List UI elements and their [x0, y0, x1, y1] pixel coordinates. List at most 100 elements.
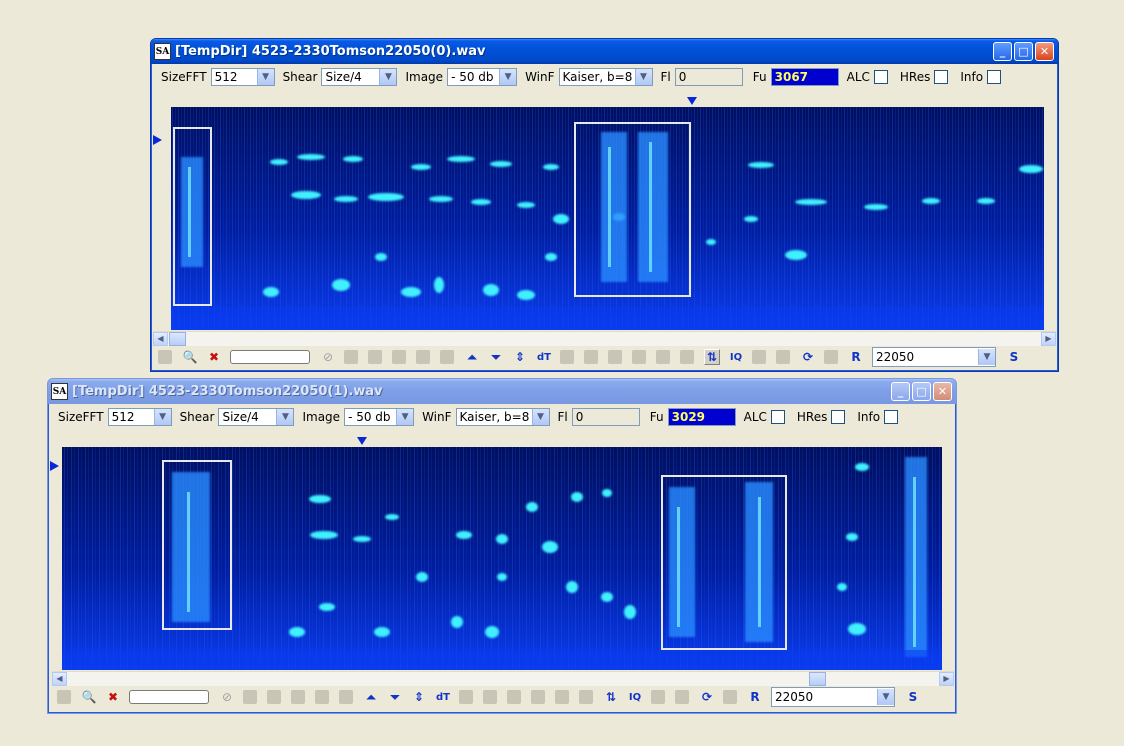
play-icon[interactable]	[243, 690, 257, 704]
tool6-icon[interactable]	[579, 690, 593, 704]
rotate-icon[interactable]: ⟳	[699, 689, 715, 705]
horizontal-scrollbar[interactable]: ◀ ▶	[52, 671, 954, 686]
tool4-icon[interactable]	[632, 350, 646, 364]
info-checkbox[interactable]	[884, 410, 898, 424]
shear-select[interactable]: Size/4 ▼	[321, 68, 397, 86]
close-button[interactable]: ✕	[1035, 42, 1054, 61]
sample-rate-select[interactable]: 22050 ▼	[872, 347, 996, 367]
mark-icon[interactable]	[392, 350, 406, 364]
no-entry-icon[interactable]: ⊘	[219, 689, 235, 705]
fit-down-icon[interactable]: ⏷	[387, 689, 403, 705]
tool8-icon[interactable]	[675, 690, 689, 704]
open-icon[interactable]	[57, 690, 71, 704]
tool3-icon[interactable]	[507, 690, 521, 704]
minimize-button[interactable]: _	[891, 382, 910, 401]
title-bar[interactable]: SA [TempDir] 4523-2330Tomson22050(1).wav…	[48, 379, 956, 404]
frequency-cursor-marker[interactable]	[153, 135, 162, 145]
app-logo-icon[interactable]: SA	[154, 43, 171, 60]
scroll-left-icon[interactable]: ◀	[153, 332, 168, 346]
dt-button[interactable]: dT	[536, 349, 552, 365]
mark2-icon[interactable]	[315, 690, 329, 704]
tool7-icon[interactable]	[752, 350, 766, 364]
hres-checkbox[interactable]	[934, 70, 948, 84]
maximize-button[interactable]: □	[912, 382, 931, 401]
chevron-down-icon[interactable]: ▼	[379, 69, 396, 85]
app-logo-icon[interactable]: SA	[51, 383, 68, 400]
copy-icon[interactable]	[723, 690, 737, 704]
time-cursor-marker[interactable]	[357, 437, 367, 445]
fit-down-icon[interactable]: ⏷	[488, 349, 504, 365]
fu-field[interactable]: 3067	[771, 68, 839, 86]
stop-icon[interactable]	[368, 350, 382, 364]
rotate-icon[interactable]: ⟳	[800, 349, 816, 365]
play-icon[interactable]	[344, 350, 358, 364]
s-button[interactable]: S	[1006, 349, 1022, 365]
alc-checkbox[interactable]	[874, 70, 888, 84]
r-button[interactable]: R	[848, 349, 864, 365]
tool7-icon[interactable]	[651, 690, 665, 704]
chevron-down-icon[interactable]: ▼	[635, 69, 652, 85]
chevron-down-icon[interactable]: ▼	[499, 69, 516, 85]
title-bar[interactable]: SA [TempDir] 4523-2330Tomson22050(0).wav…	[151, 39, 1058, 64]
zoom-icon[interactable]: 🔍	[182, 349, 198, 365]
mute-icon[interactable]: ✖	[105, 689, 121, 705]
no-entry-icon[interactable]: ⊘	[320, 349, 336, 365]
iq-button[interactable]: IQ	[728, 349, 744, 365]
sizefft-select[interactable]: 512 ▼	[211, 68, 275, 86]
tool1-icon[interactable]	[560, 350, 574, 364]
tool6-icon[interactable]	[680, 350, 694, 364]
chevron-down-icon[interactable]: ▼	[257, 69, 274, 85]
alc-checkbox[interactable]	[771, 410, 785, 424]
image-db-select[interactable]: - 50 db ▼	[344, 408, 414, 426]
fit-both-icon[interactable]: ⇕	[411, 689, 427, 705]
mark3-icon[interactable]	[339, 690, 353, 704]
window-function-select[interactable]: Kaiser, b=8 ▼	[456, 408, 550, 426]
mark3-icon[interactable]	[440, 350, 454, 364]
frequency-cursor-marker[interactable]	[50, 461, 59, 471]
tool3-icon[interactable]	[608, 350, 622, 364]
s-button[interactable]: S	[905, 689, 921, 705]
open-icon[interactable]	[158, 350, 172, 364]
chevron-down-icon[interactable]: ▼	[978, 349, 995, 365]
close-button[interactable]: ✕	[933, 382, 952, 401]
mute-icon[interactable]: ✖	[206, 349, 222, 365]
scroll-thumb[interactable]	[809, 672, 826, 686]
iq-button[interactable]: IQ	[627, 689, 643, 705]
scroll-right-icon[interactable]: ▶	[1041, 332, 1056, 346]
sizefft-select[interactable]: 512 ▼	[108, 408, 172, 426]
scroll-thumb[interactable]	[169, 332, 186, 346]
fit-up-icon[interactable]: ⏶	[363, 689, 379, 705]
chevron-down-icon[interactable]: ▼	[396, 409, 413, 425]
chevron-down-icon[interactable]: ▼	[877, 689, 894, 705]
scroll-right-icon[interactable]: ▶	[939, 672, 954, 686]
chevron-down-icon[interactable]: ▼	[154, 409, 171, 425]
fl-field[interactable]: 0	[675, 68, 743, 86]
tool8-icon[interactable]	[776, 350, 790, 364]
stop-icon[interactable]	[267, 690, 281, 704]
tool2-icon[interactable]	[483, 690, 497, 704]
maximize-button[interactable]: □	[1014, 42, 1033, 61]
fit-up-icon[interactable]: ⏶	[464, 349, 480, 365]
r-button[interactable]: R	[747, 689, 763, 705]
copy-icon[interactable]	[824, 350, 838, 364]
tool4-icon[interactable]	[531, 690, 545, 704]
dt-button[interactable]: dT	[435, 689, 451, 705]
tool5-icon[interactable]	[555, 690, 569, 704]
image-db-select[interactable]: - 50 db ▼	[447, 68, 517, 86]
minimize-button[interactable]: _	[993, 42, 1012, 61]
spectrogram-view[interactable]	[62, 447, 942, 670]
chevron-down-icon[interactable]: ▼	[276, 409, 293, 425]
fl-field[interactable]: 0	[572, 408, 640, 426]
fit-both-icon[interactable]: ⇕	[512, 349, 528, 365]
tool1-icon[interactable]	[459, 690, 473, 704]
scroll-left-icon[interactable]: ◀	[52, 672, 67, 686]
tool2-icon[interactable]	[584, 350, 598, 364]
spectrogram-view[interactable]	[171, 107, 1044, 330]
swap-icon[interactable]: ⇅	[603, 689, 619, 705]
mark-icon[interactable]	[291, 690, 305, 704]
zoom-icon[interactable]: 🔍	[81, 689, 97, 705]
chevron-down-icon[interactable]: ▼	[532, 409, 549, 425]
fu-field[interactable]: 3029	[668, 408, 736, 426]
info-checkbox[interactable]	[987, 70, 1001, 84]
mark2-icon[interactable]	[416, 350, 430, 364]
